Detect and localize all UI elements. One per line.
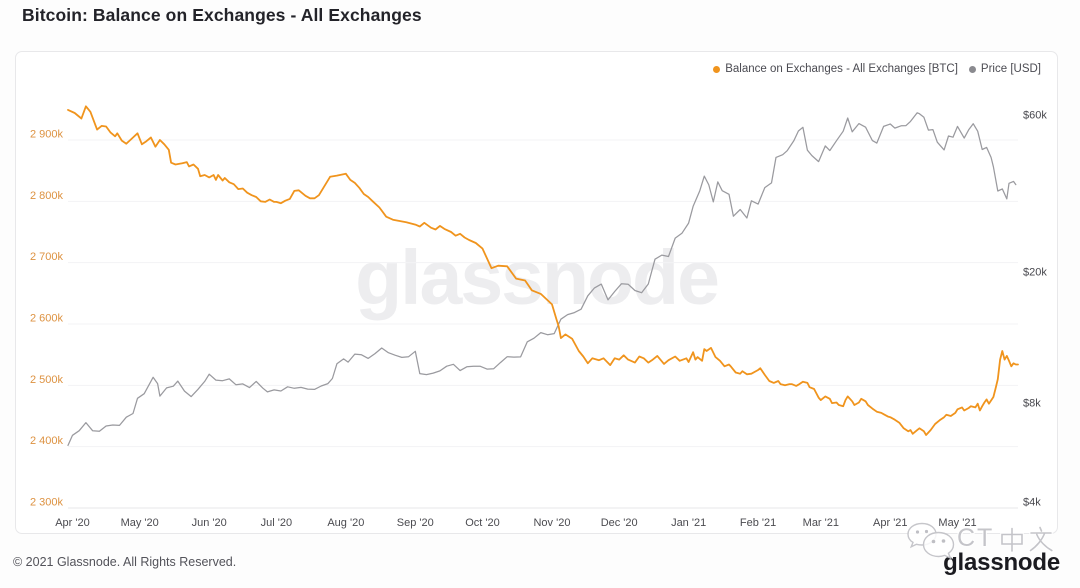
- chart-card: glassnode 2 300k 2 400k 2 500k 2 600k 2 700k…: [15, 51, 1058, 534]
- y-left-tick-label: 2 900k: [30, 129, 64, 141]
- eye-large-left: [931, 539, 936, 544]
- y-left-tick-label: 2 400k: [30, 435, 64, 447]
- legend-label: Balance on Exchanges - All Exchanges [BT…: [725, 63, 958, 75]
- x-tick-label: Dec '20: [601, 517, 638, 529]
- x-tick-label: Mar '21: [803, 517, 839, 529]
- y-left-tick-label: 2 800k: [30, 190, 64, 202]
- x-tick-label: Feb '21: [740, 517, 776, 529]
- copyright-note: © 2021 Glassnode. All Rights Reserved.: [13, 555, 237, 569]
- series-line-balance: [67, 105, 1019, 436]
- legend-dot: [968, 65, 976, 73]
- exchange-balance-price-chart[interactable]: 2 300k 2 400k 2 500k 2 600k 2 700k 2 800k 2 90…: [16, 52, 1059, 535]
- x-tick-label: Jan '21: [671, 517, 706, 529]
- y-left-tick-label: 2 300k: [30, 497, 64, 509]
- eye-large-right: [941, 539, 946, 543]
- x-tick-label: Oct '20: [465, 517, 500, 529]
- x-tick-label: Sep '20: [397, 517, 434, 529]
- y-right-tick-label: $8k: [1023, 397, 1041, 409]
- x-tick-label: May '21: [938, 517, 976, 529]
- x-tick-label: Nov '20: [533, 517, 570, 529]
- x-tick-label: Jul '20: [261, 517, 292, 529]
- x-tick-label: Apr '21: [873, 517, 908, 529]
- y-left-tick-label: 2 700k: [30, 251, 64, 263]
- page-title: Bitcoin: Balance on Exchanges - All Exch…: [22, 5, 422, 25]
- y-right-tick-label: $20k: [1023, 266, 1047, 278]
- series-line-price: [67, 112, 1017, 447]
- y-right-tick-label: $60k: [1023, 109, 1047, 121]
- legend-label: Price [USD]: [980, 63, 1041, 75]
- y-left-tick-label: 2 500k: [30, 374, 64, 386]
- glassnode-logo: glassnode: [943, 549, 1060, 576]
- legend-item-price[interactable]: Price [USD]: [968, 63, 1041, 75]
- x-tick-label: Aug '20: [327, 517, 364, 529]
- x-tick-label: Apr '20: [55, 517, 90, 529]
- y-right-tick-label: $4k: [1023, 497, 1041, 509]
- x-tick-label: May '20: [121, 517, 159, 529]
- y-left-tick-label: 2 600k: [30, 313, 64, 325]
- legend-dot: [713, 65, 721, 73]
- chart-legend: Balance on Exchanges - All Exchanges [BT…: [713, 63, 1041, 75]
- x-tick-label: Jun '20: [192, 517, 227, 529]
- glassnode-watermark: glassnode: [355, 235, 720, 321]
- legend-item-balance[interactable]: Balance on Exchanges - All Exchanges [BT…: [713, 63, 958, 75]
